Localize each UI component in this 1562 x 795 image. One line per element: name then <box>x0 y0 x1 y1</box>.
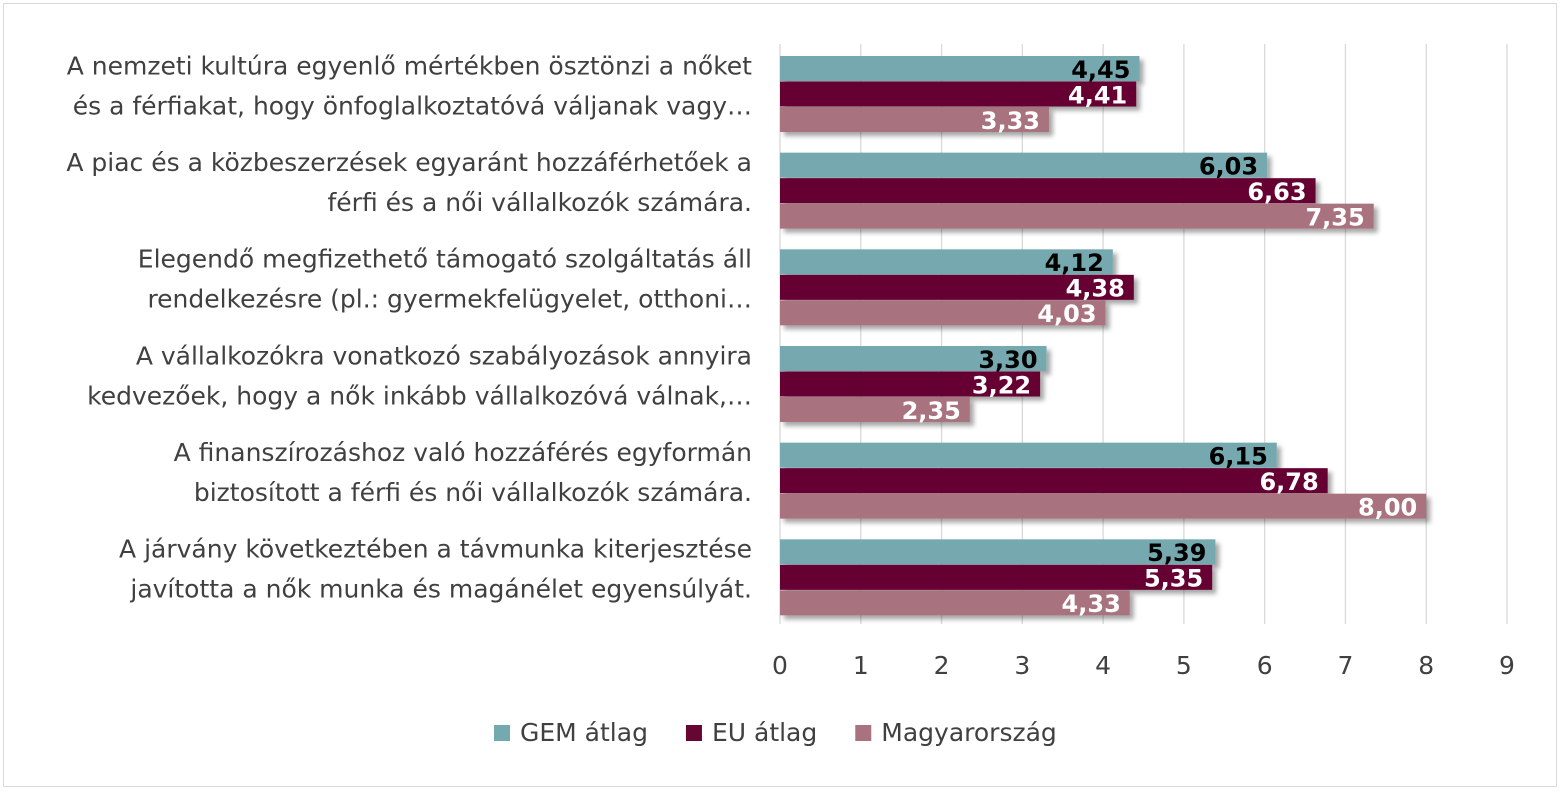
bar-magyarország-4 <box>780 493 1427 519</box>
data-label: 6,63 <box>1247 178 1306 206</box>
x-tick-label: 0 <box>772 651 788 680</box>
legend-label-magyarország: Magyarország <box>881 718 1057 747</box>
bar-gem-átlag-5 <box>780 539 1216 565</box>
legend-swatch-gem-átlag <box>494 725 510 741</box>
data-label: 3,30 <box>978 346 1037 374</box>
bar-gem-átlag-2 <box>780 249 1113 275</box>
x-tick-label: 9 <box>1499 651 1515 680</box>
category-labels: A nemzeti kultúra egyenlő mértékben öszt… <box>66 51 752 603</box>
x-tick-label: 2 <box>934 651 950 680</box>
category-label: A járvány következtében a távmunka kiter… <box>119 535 752 564</box>
data-label: 3,33 <box>981 107 1040 135</box>
x-tick-label: 3 <box>1014 651 1030 680</box>
bar-eu-átlag-4 <box>780 468 1328 494</box>
category-label: és a férfiakat, hogy önfoglalkoztatóvá v… <box>73 91 752 120</box>
bar-eu-átlag-1 <box>780 178 1316 204</box>
data-label: 4,45 <box>1071 56 1130 84</box>
data-label: 8,00 <box>1358 493 1417 521</box>
data-label: 3,22 <box>972 371 1031 399</box>
legend: GEM átlag EU átlag Magyarország <box>494 718 1057 747</box>
data-label: 7,35 <box>1305 203 1364 231</box>
x-tick-label: 7 <box>1337 651 1353 680</box>
data-label: 4,38 <box>1066 275 1125 303</box>
bar-gem-átlag-3 <box>780 346 1047 371</box>
data-labels: 4,454,41 3,33 6,036,637,35 4,124,384,033,30… <box>902 56 1418 618</box>
data-label: 6,03 <box>1199 152 1258 180</box>
category-label: javította a nők munka és magánélet egyen… <box>129 575 752 604</box>
legend-label-gem-átlag: GEM átlag <box>520 718 648 747</box>
category-label: rendelkezésre (pl.: gyermekfelügyelet, o… <box>147 285 752 314</box>
data-label: 5,39 <box>1147 539 1206 567</box>
bar-magyarország-1 <box>780 203 1374 229</box>
data-label: 4,33 <box>1062 590 1121 618</box>
data-label: 6,15 <box>1209 442 1268 470</box>
bar-eu-átlag-2 <box>780 274 1134 300</box>
bar-gem-átlag-1 <box>780 152 1268 178</box>
data-label: 2,35 <box>902 397 961 425</box>
chart-container: 4,45 4,41 3,33 6,03 6,63 7,35 4,12 4,38 4,03 3,30… <box>3 3 1557 787</box>
category-label: A piac és a közbeszerzések egyaránt hozz… <box>66 148 752 177</box>
category-label: Elegendő megfizethető támogató szolgálta… <box>138 245 752 274</box>
x-tick-label: 1 <box>853 651 869 680</box>
bar-magyarország-0 <box>780 107 1049 132</box>
bar-eu-átlag-3 <box>780 371 1041 397</box>
gridlines <box>779 44 1508 624</box>
bars <box>780 56 1427 616</box>
x-tick-label: 6 <box>1257 651 1273 680</box>
x-axis-ticks: 0 1 2 3 4 5 6 7 8 9 <box>772 651 1515 680</box>
x-tick-label: 5 <box>1176 651 1192 680</box>
bar-eu-átlag-5 <box>780 564 1213 590</box>
data-label: 6,78 <box>1259 468 1318 496</box>
category-label: kedvezőek, hogy a nők inkább vállalkozóv… <box>87 381 752 410</box>
bar-eu-átlag-0 <box>780 81 1137 107</box>
bar-gem-átlag-4 <box>780 442 1277 468</box>
legend-swatch-eu-átlag <box>685 725 702 741</box>
bar-magyarország-5 <box>780 590 1130 616</box>
bar-magyarország-2 <box>780 300 1106 326</box>
category-label: A finanszírozáshoz való hozzáférés egyfo… <box>174 438 752 467</box>
data-label: 4,41 <box>1068 81 1127 109</box>
data-label: 5,35 <box>1144 565 1203 593</box>
legend-swatch-magyarország <box>855 725 872 741</box>
data-label: 4,12 <box>1045 249 1104 277</box>
data-label: 4,03 <box>1037 300 1096 328</box>
category-label: férfi és a női vállalkozók számára. <box>328 188 753 217</box>
x-tick-label: 8 <box>1418 651 1434 680</box>
category-label: biztosított a férfi és női vállalkozók s… <box>194 478 752 507</box>
legend-label-eu-átlag: EU átlag <box>712 718 817 747</box>
category-label: A nemzeti kultúra egyenlő mértékben öszt… <box>67 51 752 80</box>
bar-chart: 4,454,41 3,33 6,036,637,35 4,124,384,033,30… <box>66 44 1515 747</box>
category-label: A vállalkozókra vonatkozó szabályozások … <box>136 341 752 370</box>
bar-gem-átlag-0 <box>780 56 1140 81</box>
bar-magyarország-3 <box>780 397 970 422</box>
x-tick-label: 4 <box>1095 651 1111 680</box>
